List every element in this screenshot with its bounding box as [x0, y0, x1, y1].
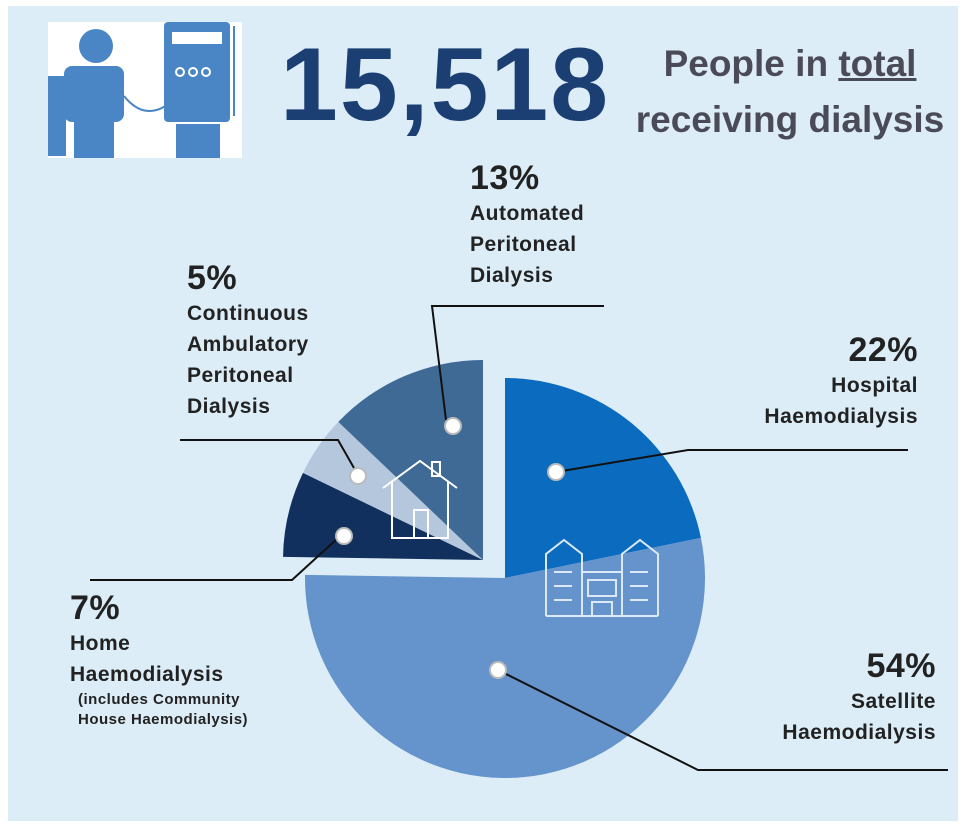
value-label: 13%: [470, 159, 540, 197]
value-label: 5%: [187, 259, 238, 297]
subtitle-emphasis: total: [838, 43, 917, 84]
value-label: 54%: [866, 647, 936, 685]
subtitle: People in total receiving dialysis: [620, 36, 960, 148]
label: 54% Satellite Haemodialysis: [726, 646, 936, 748]
pie-slice: [304, 537, 705, 779]
pie-slice: [505, 378, 701, 578]
label: 5% Continuous Ambulatory Peritoneal Dialy…: [187, 258, 347, 422]
value-label: 22%: [848, 331, 918, 369]
category-label: Home Haemodialysis: [70, 632, 224, 686]
pie-slice: [338, 360, 483, 560]
subtitle-part: People in: [663, 43, 829, 84]
infographic: 15,518 People in total receiving dialysis…: [8, 6, 958, 821]
dialysis-icon: [48, 22, 242, 158]
value-label: 7%: [70, 589, 121, 627]
label: 22% Hospital Haemodialysis: [708, 330, 918, 432]
leader-lines: [90, 305, 948, 771]
label: 13% Automated Peritoneal Dialysis: [470, 158, 620, 291]
category-label: Hospital Haemodialysis: [764, 374, 918, 428]
label: 7% Home Haemodialysis (includes Community …: [70, 588, 270, 730]
category-label: Satellite Haemodialysis: [782, 690, 936, 744]
pie: [283, 360, 705, 779]
chart: [48, 22, 948, 779]
leader-dots: [335, 417, 565, 679]
category-label: Automated Peritoneal Dialysis: [470, 202, 585, 287]
subtitle-part: receiving dialysis: [635, 99, 945, 140]
annotation: (includes Community House Haemodialysis): [78, 691, 249, 728]
hospital-icon: [545, 538, 659, 617]
house-icon: [382, 459, 458, 539]
headline: 15,518: [280, 27, 611, 143]
category-label: Continuous Ambulatory Peritoneal Dialysi…: [187, 302, 309, 418]
